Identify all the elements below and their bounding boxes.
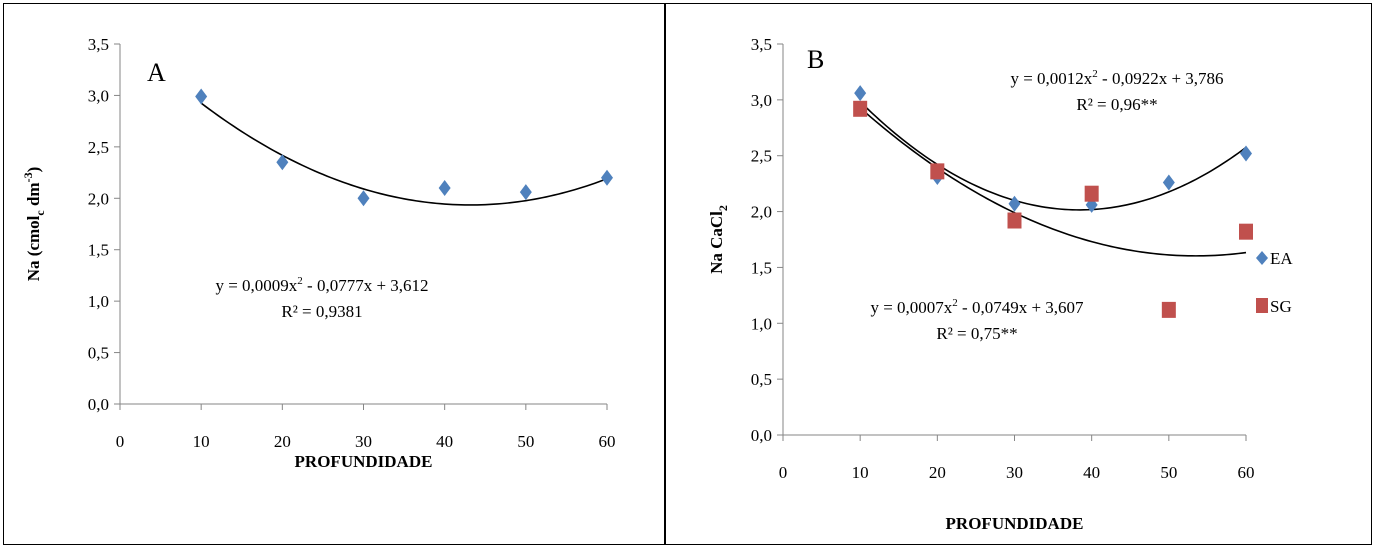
equation-rest: - 0,0777x + 3,612: [303, 276, 429, 295]
y-tick-label: 0,0: [88, 395, 109, 414]
x-tick-label: 30: [1006, 463, 1023, 482]
data-point-ea: [854, 85, 867, 102]
y-axis-label-superscript: -3: [21, 172, 35, 182]
x-tick-label: 30: [355, 432, 372, 451]
y-tick-label: 3,5: [88, 35, 109, 54]
y-tick-label: 0,5: [751, 370, 772, 389]
equation-superscript: 2: [952, 297, 958, 309]
chart-b-svg: 0,0 0,5 1,0 1,5 2,0 2,5 3,0 3,5 0 10 20 30 40 50 60 PRO…: [707, 35, 1293, 533]
y-tick-label: 2,5: [751, 147, 772, 166]
data-point-sg: [1084, 185, 1099, 202]
x-axis-label: PROFUNDIDADE: [295, 452, 433, 471]
x-tick-label: 60: [599, 432, 616, 451]
trendline-series: [200, 102, 608, 206]
panel-label: A: [147, 58, 166, 87]
y-tick-label: 2,0: [751, 203, 772, 222]
y-tick-label: 1,0: [88, 292, 109, 311]
data-point-series: [276, 154, 289, 171]
data-point-series: [357, 190, 370, 207]
x-tick-label: 20: [929, 463, 946, 482]
x-tick-label: 40: [1083, 463, 1100, 482]
x-axis-label: PROFUNDIDADE: [946, 514, 1084, 533]
legend-label-ea: EA: [1270, 249, 1293, 268]
data-point-ea: [1162, 174, 1175, 191]
x-tick-label: 10: [852, 463, 869, 482]
equation-rest: - 0,0922x + 3,786: [1098, 69, 1224, 88]
legend-marker-ea: [1256, 251, 1268, 265]
data-point-sg: [930, 163, 945, 180]
trendline-ea: [859, 101, 1247, 211]
x-tick-label: 50: [517, 432, 534, 451]
r-squared-series: R² = 0,9381: [281, 302, 362, 321]
data-point-series: [601, 169, 613, 186]
data-point-ea: [1008, 195, 1021, 212]
y-axis-label-unit: dm: [24, 182, 43, 210]
data-point-sg: [1239, 223, 1253, 240]
legend-marker-sg: [1256, 298, 1268, 313]
chart-panel-b: 0,0 0,5 1,0 1,5 2,0 2,5 3,0 3,5 0 10 20 30 40 50 60 PRO…: [665, 3, 1372, 545]
data-point-ea: [1240, 145, 1252, 162]
data-point-series: [195, 88, 208, 105]
y-axis-label-subscript: 2: [716, 205, 730, 211]
panel-label: B: [807, 45, 824, 74]
trendline-equation-series: y = 0,0009x2 - 0,0777x + 3,612: [215, 275, 428, 295]
equation-rest: - 0,0749x + 3,607: [958, 298, 1084, 317]
data-point-series: [438, 180, 451, 196]
legend-label-sg: SG: [1270, 297, 1292, 316]
data-point-sg: [853, 100, 868, 117]
y-tick-label: 1,5: [751, 258, 772, 277]
data-point-series: [519, 184, 532, 201]
r-squared-sg: R² = 0,75**: [936, 324, 1017, 343]
y-tick-label: 3,0: [88, 86, 109, 105]
trendline-sg: [859, 107, 1247, 257]
equation-superscript: 2: [1092, 68, 1098, 80]
r-squared-ea: R² = 0,96**: [1076, 95, 1157, 114]
x-tick-label: 50: [1160, 463, 1177, 482]
y-tick-label: 0,0: [751, 426, 772, 445]
y-tick-label: 2,5: [88, 138, 109, 157]
x-tick-label: 0: [116, 432, 125, 451]
chart-panel-a: 0,0 0,5 1,0 1,5 2,0 2,5 3,0 3,5 0 10 20 30 40 50 60 PRO…: [3, 3, 665, 545]
y-tick-label: 3,5: [751, 35, 772, 54]
y-axis-label-main: Na CaCl: [707, 211, 726, 274]
x-tick-label: 10: [193, 432, 210, 451]
y-axis-label-subscript: c: [33, 210, 47, 216]
y-tick-label: 1,0: [751, 314, 772, 333]
x-tick-label: 0: [779, 463, 788, 482]
y-axis-label: Na CaCl2: [707, 205, 730, 274]
y-tick-label: 2,0: [88, 189, 109, 208]
trendline-equation-ea: y = 0,0012x2 - 0,0922x + 3,786: [1010, 68, 1223, 88]
data-point-sg: [1161, 301, 1176, 318]
equation-superscript: 2: [297, 275, 303, 287]
x-tick-label: 40: [436, 432, 453, 451]
y-tick-label: 1,5: [88, 241, 109, 260]
y-tick-label: 0,5: [88, 344, 109, 363]
x-tick-label: 60: [1238, 463, 1255, 482]
y-tick-label: 3,0: [751, 91, 772, 110]
y-axis-label-end: ): [24, 167, 43, 173]
x-tick-label: 20: [274, 432, 291, 451]
y-axis-label: Na (cmolc dm-3): [21, 167, 47, 282]
trendline-equation-sg: y = 0,0007x2 - 0,0749x + 3,607: [870, 297, 1084, 317]
chart-a-svg: 0,0 0,5 1,0 1,5 2,0 2,5 3,0 3,5 0 10 20 30 40 50 60 PRO…: [21, 35, 616, 471]
data-point-sg: [1007, 212, 1022, 229]
y-axis-label-main: Na (cmol: [24, 215, 43, 281]
